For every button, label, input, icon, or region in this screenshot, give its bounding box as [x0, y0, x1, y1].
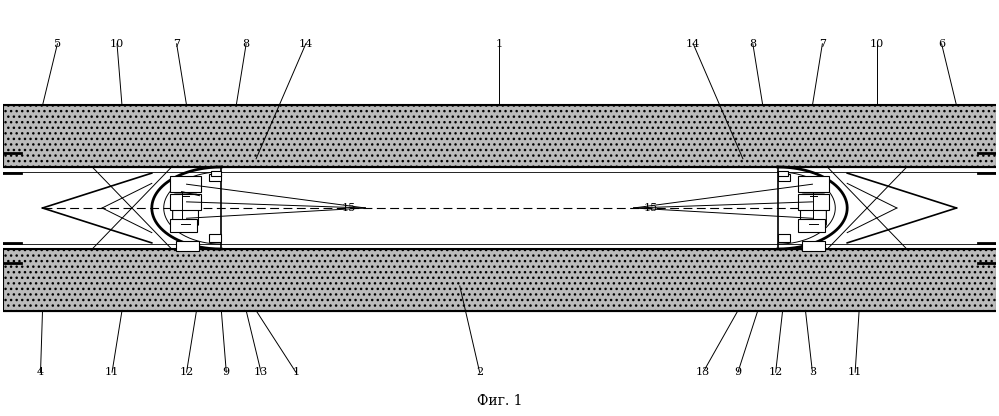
Text: 10: 10 — [870, 39, 884, 49]
FancyBboxPatch shape — [800, 194, 826, 226]
Bar — [777, 234, 789, 242]
Text: 15: 15 — [342, 203, 356, 213]
Text: 8: 8 — [243, 39, 250, 49]
Text: 12: 12 — [768, 367, 783, 377]
Bar — [777, 174, 789, 181]
Text: 4: 4 — [37, 367, 44, 377]
Text: 1: 1 — [496, 39, 503, 49]
Bar — [210, 234, 222, 242]
Text: 11: 11 — [105, 367, 119, 377]
Bar — [212, 171, 222, 176]
Bar — [176, 241, 200, 251]
Bar — [797, 219, 824, 232]
Text: 5: 5 — [54, 39, 61, 49]
Text: 9: 9 — [223, 367, 230, 377]
Bar — [170, 194, 202, 210]
Bar — [801, 241, 825, 251]
Text: 9: 9 — [734, 367, 741, 377]
Bar — [3, 249, 996, 311]
Bar — [3, 105, 996, 167]
Bar — [170, 219, 197, 232]
Text: 10: 10 — [110, 39, 124, 49]
Bar — [777, 171, 787, 176]
Text: 13: 13 — [254, 367, 268, 377]
Bar — [170, 176, 202, 192]
Text: 3: 3 — [809, 367, 816, 377]
Text: 2: 2 — [477, 367, 484, 377]
Text: 14: 14 — [686, 39, 700, 49]
FancyBboxPatch shape — [173, 194, 199, 226]
Bar — [210, 174, 222, 181]
Text: 6: 6 — [938, 39, 945, 49]
Text: 11: 11 — [848, 367, 862, 377]
Bar — [797, 176, 829, 192]
Text: 13: 13 — [696, 367, 710, 377]
Text: 14: 14 — [299, 39, 313, 49]
Text: 15: 15 — [643, 203, 657, 213]
Bar — [797, 194, 829, 210]
Text: Фиг. 1: Фиг. 1 — [477, 394, 522, 408]
Text: 1: 1 — [293, 367, 300, 377]
Text: 8: 8 — [749, 39, 756, 49]
Text: 7: 7 — [173, 39, 180, 49]
Text: 7: 7 — [819, 39, 826, 49]
Text: 12: 12 — [180, 367, 194, 377]
